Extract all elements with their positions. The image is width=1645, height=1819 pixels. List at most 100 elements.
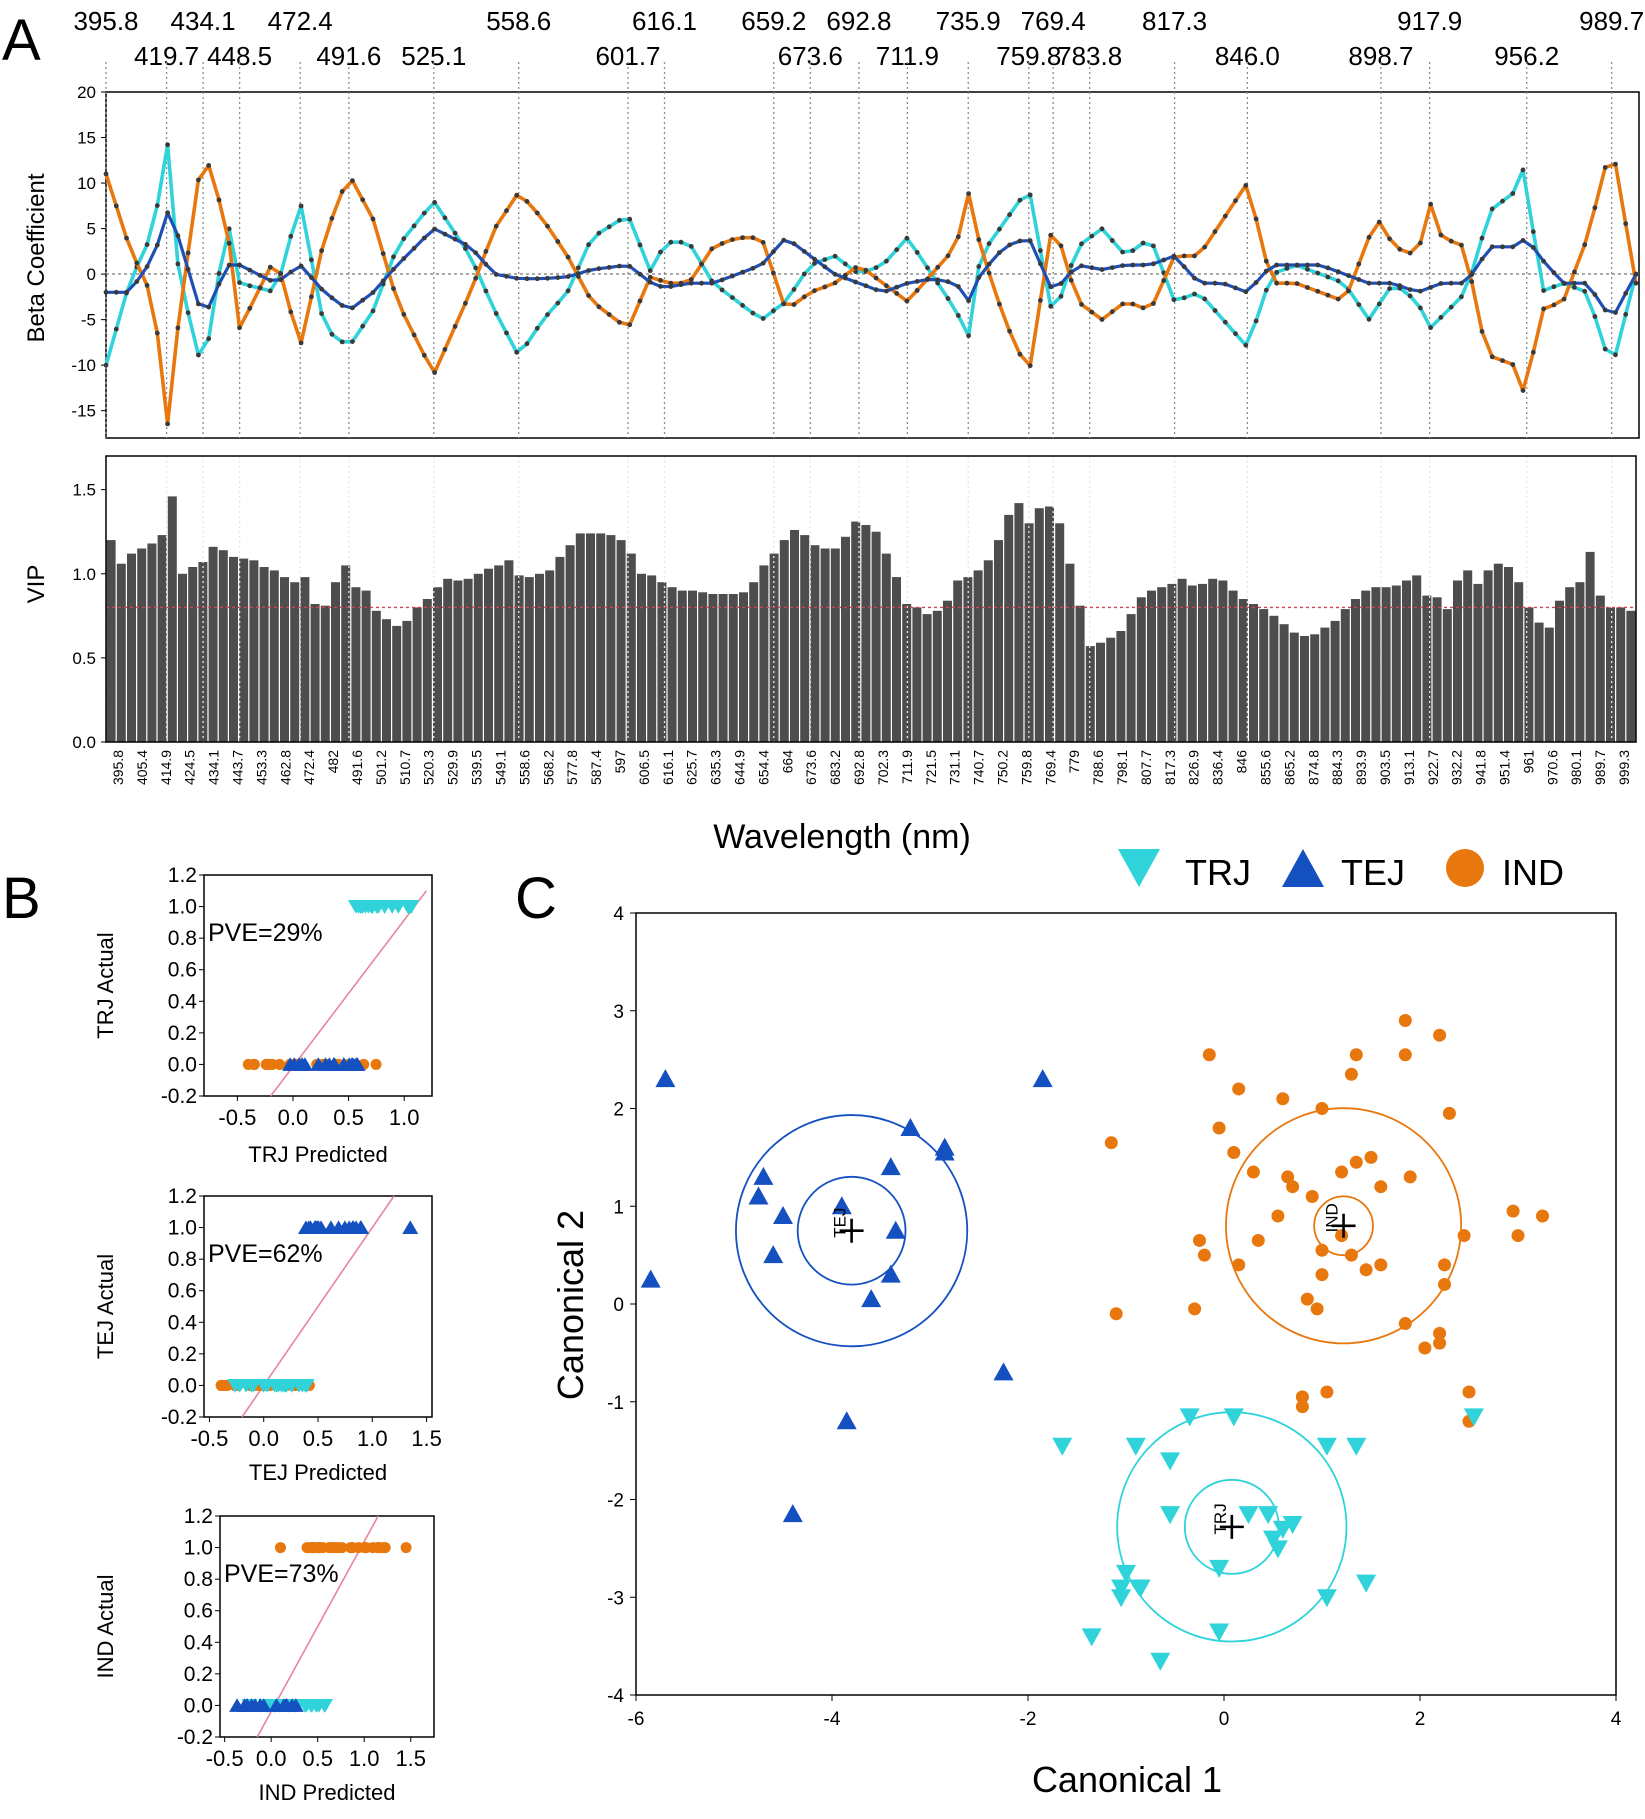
beta-point xyxy=(473,275,479,281)
beta-point xyxy=(504,330,509,336)
beta-point xyxy=(1397,246,1403,252)
top-label: 472.4 xyxy=(268,6,333,36)
beta-point xyxy=(1068,263,1074,268)
vip-bar xyxy=(759,565,769,742)
beta-point xyxy=(966,191,971,197)
beta-point xyxy=(534,276,540,282)
ind-point xyxy=(1276,1092,1290,1106)
beta-point xyxy=(1253,216,1259,222)
beta-point xyxy=(1284,280,1290,286)
ind-point xyxy=(1462,1385,1476,1399)
beta-point xyxy=(750,235,756,241)
beta-point xyxy=(884,258,889,264)
beta-point xyxy=(771,270,776,276)
vip-bar xyxy=(1300,636,1309,742)
beta-point xyxy=(812,256,817,262)
fit-x-tick-label: 0.0 xyxy=(256,1746,287,1771)
beta-point xyxy=(1510,362,1516,367)
trj-point xyxy=(1356,1574,1377,1593)
beta-point xyxy=(1274,269,1279,275)
beta-point xyxy=(925,265,930,271)
beta-point xyxy=(1551,302,1557,308)
fit-point xyxy=(220,1379,232,1391)
ind-point xyxy=(1349,1048,1363,1062)
beta-point xyxy=(617,263,622,269)
vip-bar xyxy=(1575,582,1585,742)
beta-point xyxy=(1407,287,1413,292)
beta-point xyxy=(627,263,633,269)
beta-point xyxy=(103,171,109,177)
vip-bar xyxy=(1187,585,1197,742)
beta-point xyxy=(309,275,314,280)
beta-series-ind xyxy=(103,161,1639,427)
beta-point xyxy=(719,241,725,246)
vip-bar xyxy=(688,590,697,742)
ind-point xyxy=(1433,1028,1447,1042)
vip-bar xyxy=(1177,578,1187,742)
vip-x-tick-label: 989.7 xyxy=(1592,750,1608,785)
vip-bar xyxy=(1514,582,1524,742)
beta-point xyxy=(801,271,807,277)
canonical-x-tick-label: -6 xyxy=(628,1709,645,1730)
beta-point xyxy=(904,281,910,286)
canonical-x-tick-label: 0 xyxy=(1219,1709,1230,1730)
beta-point xyxy=(1007,328,1012,334)
beta-point xyxy=(955,284,961,289)
beta-point xyxy=(504,208,509,214)
vip-bar xyxy=(596,533,606,742)
beta-point xyxy=(452,230,458,236)
vip-bar xyxy=(402,620,412,742)
beta-point xyxy=(1376,301,1382,307)
vip-x-tick-label: 731.1 xyxy=(947,750,963,785)
beta-point xyxy=(627,322,633,328)
vip-panel: 0.0 0.5 1.0 1.5 395.8 405.4 414.9 424.5 434.1 44… xyxy=(23,455,1637,856)
beta-point xyxy=(1387,280,1392,286)
vip-bar xyxy=(586,533,595,742)
canonical-x-tick-label: 2 xyxy=(1415,1709,1426,1730)
vip-bar xyxy=(871,531,881,742)
fit-x-tick-label: 1.5 xyxy=(411,1426,442,1451)
vip-bar xyxy=(912,607,922,742)
beta-point xyxy=(1181,264,1187,270)
beta-point xyxy=(411,223,417,229)
fit-point xyxy=(277,1698,294,1712)
beta-point xyxy=(1448,304,1454,310)
vip-bar xyxy=(1045,506,1054,742)
vip-bar xyxy=(1361,590,1371,742)
beta-point xyxy=(637,242,643,248)
vip-bar xyxy=(1269,615,1279,742)
vip-bar xyxy=(106,540,116,742)
beta-point xyxy=(925,277,930,282)
beta-point xyxy=(997,301,1002,307)
beta-point xyxy=(1602,307,1608,313)
beta-point xyxy=(832,280,838,286)
fit-x-tick-label: 1.0 xyxy=(357,1426,388,1451)
beta-point xyxy=(658,249,663,255)
beta-point xyxy=(463,300,468,306)
beta-point xyxy=(1192,291,1197,297)
ind-point xyxy=(1251,1233,1265,1247)
beta-point xyxy=(1109,265,1115,270)
vip-bar xyxy=(810,545,820,742)
top-label: 917.9 xyxy=(1397,6,1462,36)
beta-point xyxy=(894,284,900,290)
top-label: 601.7 xyxy=(595,41,660,71)
beta-point xyxy=(791,241,797,247)
beta-point xyxy=(196,177,201,183)
canonical-y-tick-label: -4 xyxy=(607,1686,624,1707)
top-label: 448.5 xyxy=(207,41,272,71)
ind-point xyxy=(1281,1170,1295,1184)
ind-point xyxy=(1374,1258,1388,1272)
beta-point xyxy=(113,289,119,295)
beta-point xyxy=(904,298,910,304)
vip-bar xyxy=(1463,570,1473,742)
ind-fit-plot: 1.2 1.0 0.8 0.6 0.4 0.2 0.0 -0.2-0.5 0.0 0.5 1.0 1.… xyxy=(93,1505,435,1805)
beta-point xyxy=(914,279,920,284)
beta-series-tej xyxy=(103,210,1639,315)
beta-line-trj xyxy=(104,143,1638,366)
trj-point xyxy=(1223,1408,1244,1427)
beta-point xyxy=(801,294,807,300)
beta-point xyxy=(473,250,479,256)
